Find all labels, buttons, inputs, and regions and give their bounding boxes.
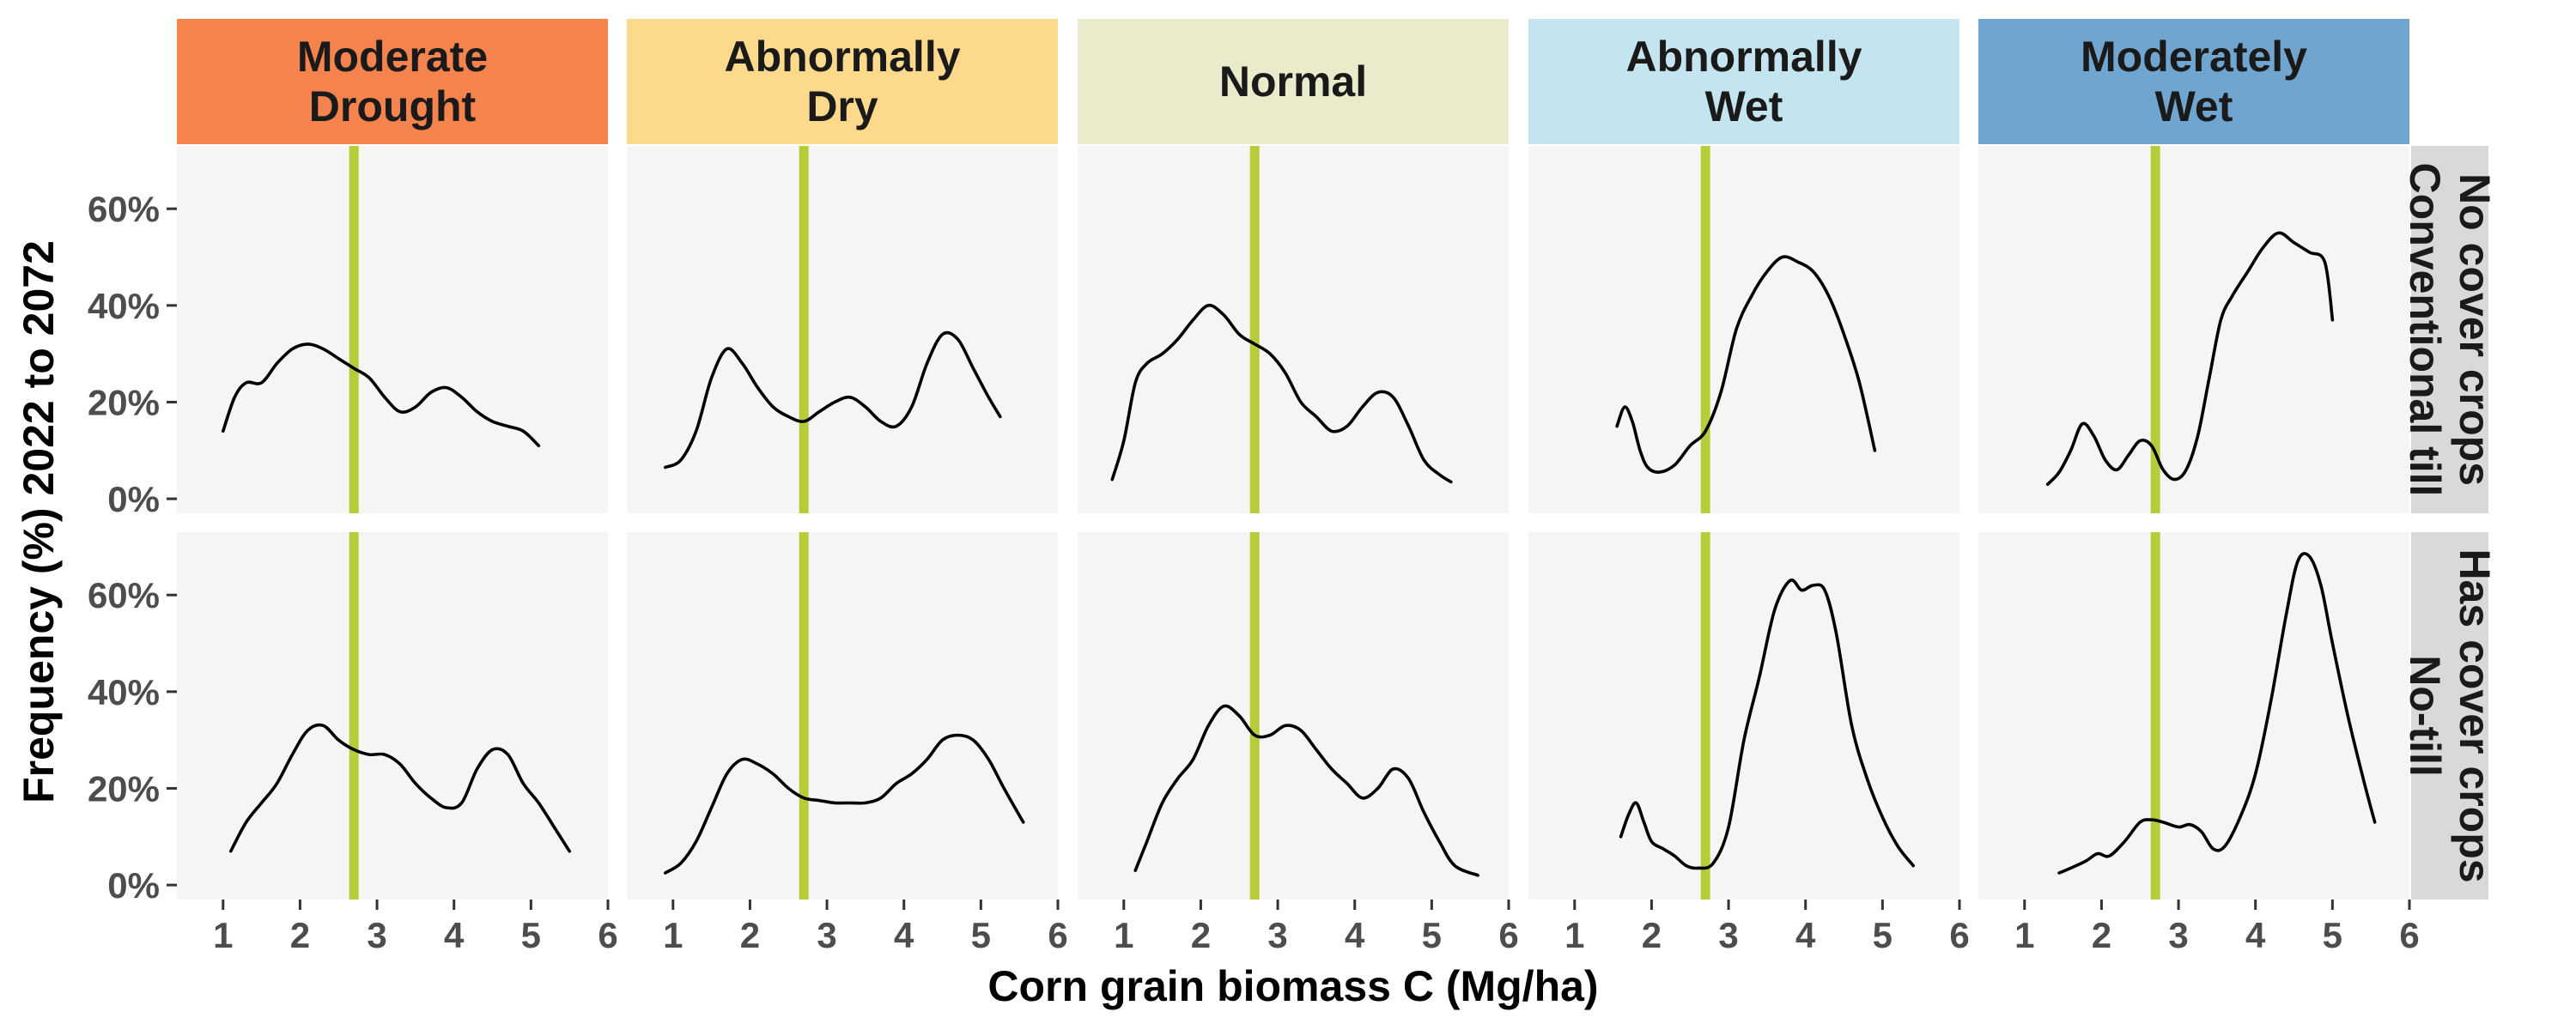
x-tick-label: 5	[2323, 915, 2342, 955]
column-strip-label-line: Dry	[806, 82, 878, 130]
row-strip	[2411, 532, 2488, 900]
x-tick-label: 6	[1048, 915, 1067, 955]
column-strip-label-line: Drought	[309, 82, 477, 130]
x-tick-label: 5	[1422, 915, 1442, 955]
y-axis-title: Frequency (%) 2022 to 2072	[15, 240, 63, 803]
density-curve	[1110, 303, 1453, 484]
density-curve	[664, 733, 1025, 875]
x-tick-label: 2	[1642, 915, 1662, 955]
column-strip-label: Abnormally Dry	[724, 33, 960, 130]
row-strip	[2411, 146, 2488, 513]
x-axis-title: Corn grain biomass C (Mg/ha)	[987, 962, 1598, 1010]
x-tick-label: 2	[2092, 915, 2111, 955]
panel-background	[177, 532, 608, 900]
column-strip	[1078, 19, 1509, 144]
column-strip-label-line: Normal	[1219, 58, 1367, 106]
row-strip-label-line: No cover crops	[2451, 173, 2499, 486]
x-tick-label: 3	[817, 915, 836, 955]
column-strip	[177, 19, 608, 144]
column-strip-label-line: Abnormally	[1625, 33, 1862, 81]
panel-background	[1978, 146, 2409, 513]
y-tick-label: 40%	[88, 672, 160, 712]
column-strip-label-line: Wet	[2155, 82, 2233, 130]
column-strip	[1978, 19, 2409, 144]
column-strip-label: Moderate Drought	[297, 33, 488, 130]
panel-background	[627, 532, 1058, 900]
density-curve	[1133, 704, 1479, 877]
x-tick-label: 3	[1718, 915, 1738, 955]
row-strip-label: Has cover cropsNo-till	[2401, 548, 2499, 882]
column-strip-label: Abnormally Wet	[1625, 33, 1862, 130]
x-tick-label: 3	[367, 915, 386, 955]
density-curve	[222, 342, 541, 447]
x-tick-label: 4	[444, 915, 465, 955]
x-tick-label: 3	[2168, 915, 2188, 955]
panel-background	[1978, 532, 2409, 900]
column-strip-label: Moderately Wet	[2081, 33, 2307, 130]
x-tick-label: 1	[1564, 915, 1584, 955]
panel-background	[1078, 532, 1509, 900]
x-tick-label: 2	[1191, 915, 1211, 955]
y-tick-label: 20%	[88, 768, 160, 809]
x-tick-label: 6	[598, 915, 617, 955]
y-tick-label: 0%	[107, 865, 160, 906]
y-tick-label: 0%	[107, 479, 160, 519]
column-strip	[627, 19, 1058, 144]
row-strip-label-line: Has cover crops	[2451, 548, 2499, 882]
x-tick-label: 5	[1873, 915, 1893, 955]
density-curve	[2057, 552, 2377, 875]
column-strip-label-line: Moderate	[297, 33, 488, 81]
column-strip-label: Normal	[1219, 58, 1367, 106]
panel-background	[177, 146, 608, 513]
x-tick-label: 1	[2014, 915, 2034, 955]
density-curve	[229, 723, 571, 853]
x-tick-label: 1	[663, 915, 683, 955]
x-tick-label: 4	[1795, 915, 1816, 955]
x-tick-label: 4	[2245, 915, 2266, 955]
x-tick-label: 3	[1267, 915, 1287, 955]
column-strip-label-line: Moderately	[2081, 33, 2307, 81]
x-tick-label: 5	[521, 915, 541, 955]
panel-background	[1528, 146, 1959, 513]
y-tick-label: 60%	[88, 189, 160, 229]
x-tick-label: 2	[740, 915, 760, 955]
column-strip-label-line: Abnormally	[724, 33, 960, 81]
x-tick-label: 4	[894, 915, 914, 955]
panel-background	[1528, 532, 1959, 900]
column-strip	[1528, 19, 1959, 144]
x-tick-label: 4	[1345, 915, 1365, 955]
density-curve	[1619, 578, 1915, 870]
x-tick-label: 1	[1114, 915, 1133, 955]
x-tick-label: 6	[1949, 915, 1969, 955]
panel-background	[1078, 146, 1509, 513]
column-strip-label-line: Wet	[1705, 82, 1783, 130]
x-tick-label: 5	[971, 915, 991, 955]
x-tick-label: 1	[213, 915, 233, 955]
x-tick-label: 2	[290, 915, 310, 955]
density-curve	[664, 330, 1002, 470]
density-curve	[2045, 231, 2335, 486]
y-tick-label: 20%	[88, 382, 160, 422]
x-tick-label: 6	[1498, 915, 1518, 955]
panel-background	[627, 146, 1058, 513]
y-tick-label: 60%	[88, 575, 160, 615]
y-tick-label: 40%	[88, 286, 160, 326]
x-tick-label: 6	[2399, 915, 2419, 955]
density-curve	[1615, 255, 1877, 474]
